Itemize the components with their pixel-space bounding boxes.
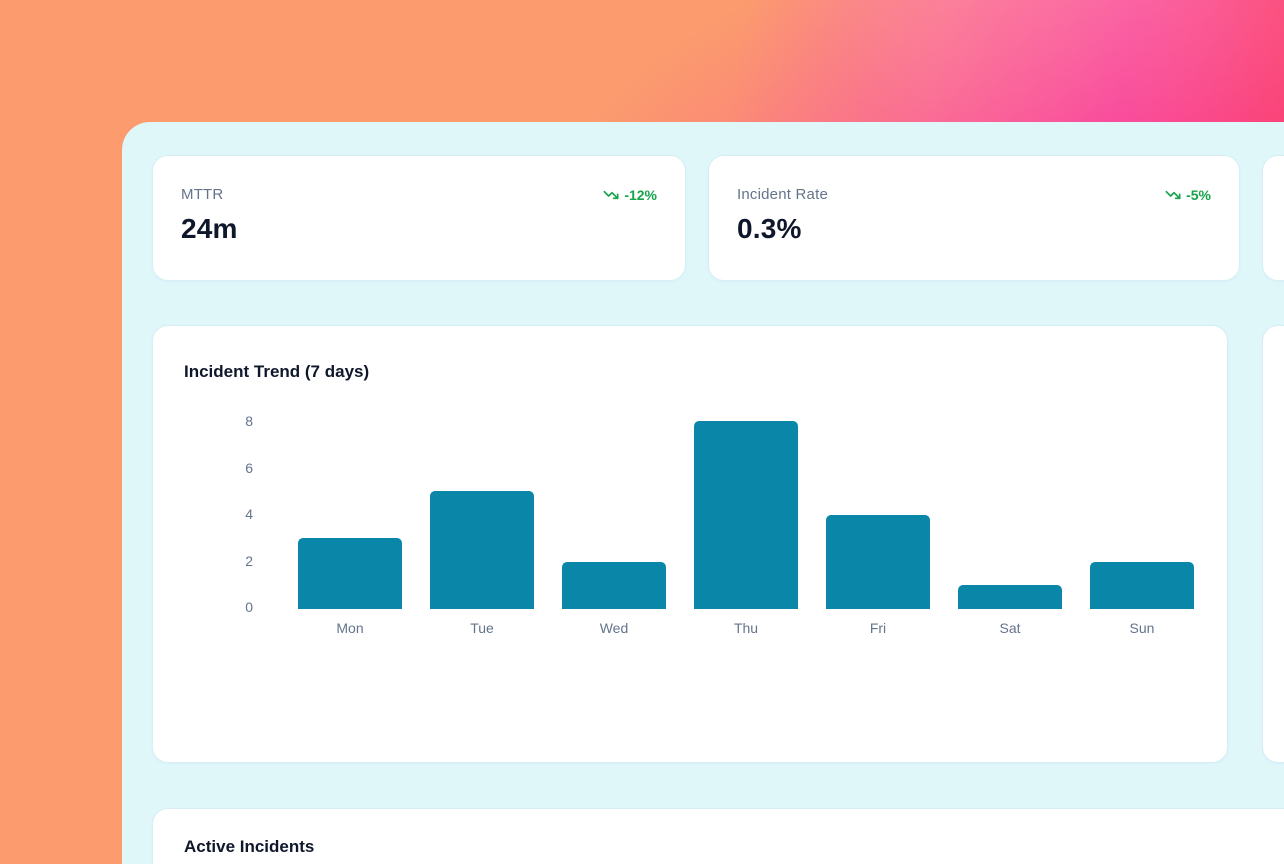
y-axis: 8 6 4 2 0 — [193, 414, 253, 614]
bar-tue — [430, 491, 534, 609]
x-tick-label: Wed — [599, 620, 629, 636]
stat-value: 0.3% — [737, 213, 802, 244]
stat-card-clipped — [1262, 155, 1284, 281]
stat-value: 24m — [181, 213, 238, 244]
bar-slot — [1076, 421, 1208, 609]
x-tick-label: Thu — [733, 620, 759, 636]
stat-delta-text: -5% — [1186, 186, 1211, 203]
x-tick-label: Fri — [869, 620, 887, 636]
incident-trend-card: Incident Trend (7 days) 8 6 4 2 0 Mon Tue Wed T… — [152, 325, 1228, 763]
trending-down-icon — [1165, 190, 1181, 199]
bar-slot — [284, 421, 416, 609]
y-tick-label: 8 — [245, 413, 253, 429]
y-tick-label: 0 — [245, 599, 253, 615]
bar-sun — [1090, 562, 1194, 609]
bar-slot — [548, 421, 680, 609]
bar-thu — [694, 421, 798, 609]
bar-wed — [562, 562, 666, 609]
stat-delta-badge: -5% — [1165, 187, 1211, 203]
bars-row — [284, 421, 1208, 609]
active-incidents-card: Active Incidents — [152, 808, 1284, 864]
y-tick-label: 4 — [245, 506, 253, 522]
x-tick-label: Mon — [336, 620, 364, 636]
y-tick-label: 2 — [245, 552, 253, 569]
trending-down-icon — [603, 190, 619, 199]
x-tick-label: Sat — [999, 620, 1021, 636]
bar-mon — [298, 538, 402, 609]
x-axis: Mon Tue Wed Thu Fri Sat Sun — [284, 620, 1208, 636]
stat-card-incident-rate: Incident Rate -5% 0.3% — [708, 155, 1240, 281]
bar-slot — [680, 421, 812, 609]
active-incidents-title: Active Incidents — [184, 837, 315, 856]
side-card-clipped — [1262, 325, 1284, 763]
bar-slot — [812, 421, 944, 609]
stat-label: MTTR — [181, 186, 224, 203]
dashboard-panel: MTTR -12% 24m Incident Rate — [122, 122, 1284, 864]
stat-card-header: MTTR -12% — [181, 186, 657, 203]
y-tick-label: 6 — [245, 459, 253, 476]
stat-card-header: Incident Rate -5% — [737, 186, 1211, 203]
stat-delta-badge: -12% — [603, 187, 657, 203]
x-tick-label: Sun — [1129, 620, 1155, 636]
chart-title: Incident Trend (7 days) — [184, 362, 370, 381]
bar-fri — [826, 515, 930, 609]
bar-slot — [944, 421, 1076, 609]
bar-sat — [958, 585, 1062, 609]
x-tick-label: Tue — [470, 620, 494, 636]
stat-delta-text: -12% — [624, 186, 657, 203]
bar-slot — [416, 421, 548, 609]
stat-card-mttr: MTTR -12% 24m — [152, 155, 686, 281]
stat-label: Incident Rate — [737, 186, 828, 203]
